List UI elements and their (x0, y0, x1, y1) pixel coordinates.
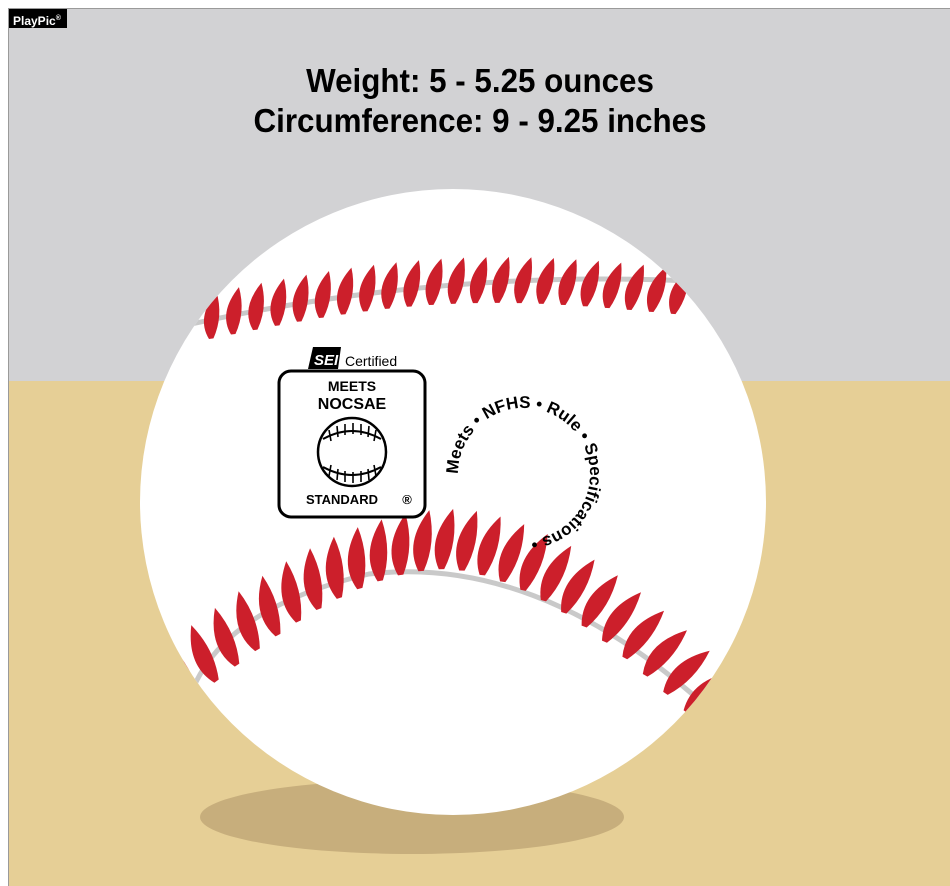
stitch-mark (425, 258, 443, 306)
stitch-mark (492, 256, 510, 303)
stitch-mark (540, 545, 572, 602)
spec-title: Weight: 5 - 5.25 ounces Circumference: 9… (33, 61, 928, 141)
stitch-mark (514, 257, 532, 304)
stitch-mark (359, 264, 376, 312)
stitch-mark (226, 287, 242, 335)
stitch-mark (456, 510, 478, 571)
stitch-mark (498, 524, 525, 583)
stitch-mark (704, 693, 755, 733)
stitch-mark (434, 508, 455, 570)
stitch-mark (314, 270, 331, 319)
nocsae-meets-text: MEETS (328, 378, 376, 394)
circumference-spec: Circumference: 9 - 9.25 inches (253, 102, 707, 139)
illustration-frame: SEI Certified MEETS NOCSAE (8, 8, 950, 886)
stitch-mark (248, 282, 264, 331)
stitch-mark (602, 262, 622, 309)
stitch-mark (477, 516, 501, 576)
sei-certified-text: Certified (345, 353, 397, 369)
stitch-mark (561, 559, 595, 614)
stitch-mark (580, 260, 600, 307)
stitch-mark (281, 561, 302, 623)
stitch-mark (213, 607, 240, 667)
sei-logo: SEI (308, 347, 341, 369)
stitch-mark (646, 266, 667, 313)
stitch-mark (622, 610, 665, 660)
stitch-mark (663, 650, 710, 695)
stitch-mark (391, 513, 410, 576)
stitch-mark (303, 548, 323, 611)
stitch-mark (347, 527, 366, 590)
stitch-mark (292, 274, 309, 322)
stitch-mark (270, 278, 287, 326)
baseball (140, 189, 766, 815)
stitch-mark (558, 259, 577, 305)
nocsae-registered-mark: ® (402, 492, 412, 507)
stitch-mark (190, 625, 219, 683)
weight-spec: Weight: 5 - 5.25 ounces (306, 62, 654, 99)
nocsae-baseball-icon (316, 416, 388, 488)
stitch-mark (601, 592, 642, 643)
stitch-mark (236, 591, 260, 652)
playpic-registered-mark: ® (55, 15, 61, 22)
sei-logo-text: SEI (314, 352, 339, 369)
stitch-mark (381, 262, 398, 309)
baseball-scene: SEI Certified MEETS NOCSAE (140, 189, 766, 854)
nocsae-name-text: NOCSAE (318, 396, 387, 413)
nocsae-certification-mark: SEI Certified MEETS NOCSAE (277, 347, 427, 519)
stitch-mark (536, 258, 555, 304)
stitch-mark (447, 257, 465, 304)
stitch-mark (203, 291, 220, 339)
stitch-mark (325, 536, 344, 599)
playpic-badge: PlayPic® (9, 9, 67, 28)
stitch-mark (258, 575, 281, 637)
stitch-mark (519, 534, 548, 591)
nocsae-standard-text: STANDARD (306, 492, 378, 507)
stitch-mark (469, 256, 488, 304)
stitch-mark (581, 575, 618, 628)
playpic-brand: PlayPic (13, 14, 56, 28)
stitch-mark (642, 630, 687, 677)
stitch-mark (336, 267, 354, 315)
top-stitches (203, 256, 689, 339)
stitch-mark (624, 264, 644, 310)
stitch-mark (369, 519, 388, 582)
stitch-mark (403, 260, 421, 307)
stitch-mark (413, 510, 432, 572)
